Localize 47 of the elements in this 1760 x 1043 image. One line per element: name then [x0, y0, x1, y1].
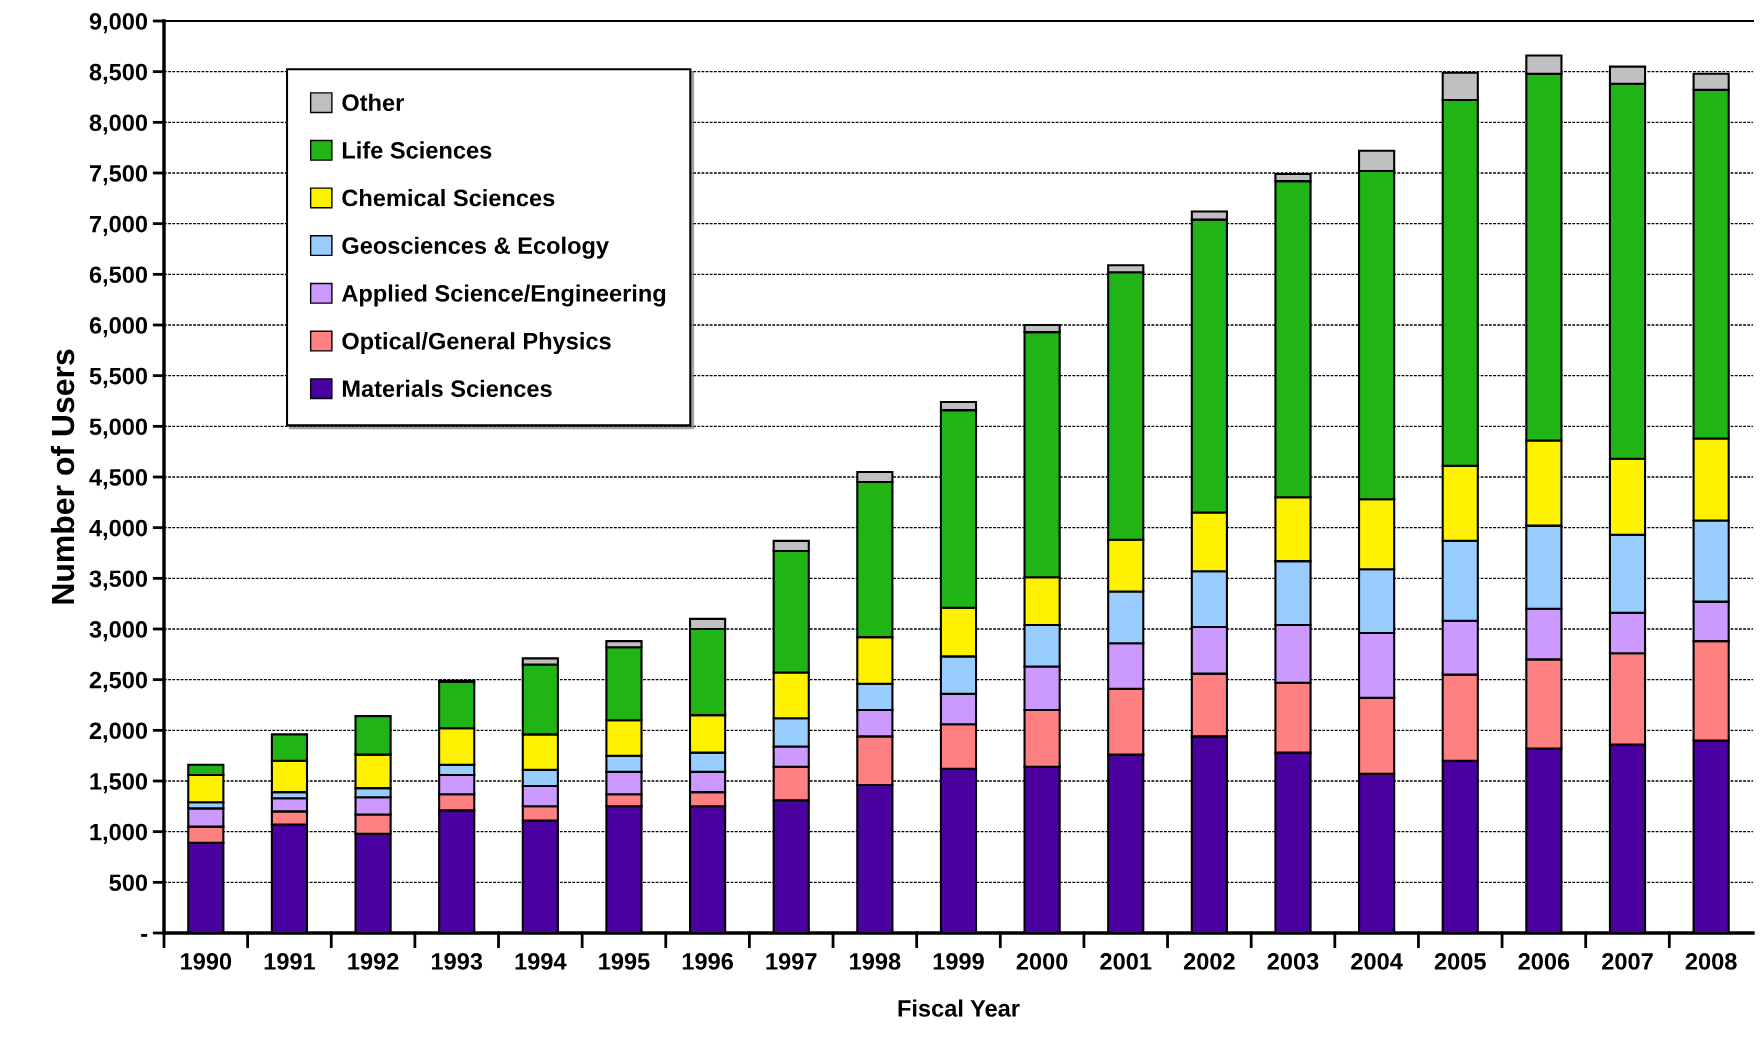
x-tick-label: 1996: [682, 953, 733, 970]
y-tick-label: 3,000: [89, 621, 148, 642]
x-tick-label: 1999: [933, 953, 984, 970]
y-tick-label: 500: [109, 874, 148, 892]
x-tick-label: 1994: [515, 953, 567, 970]
legend-label: Life Sciences: [342, 141, 492, 159]
x-axis-title: Fiscal Year: [898, 999, 1020, 1017]
y-tick-label: 6,500: [89, 266, 148, 287]
x-tick-label: 1997: [766, 953, 817, 970]
y-axis-title: Number of Users: [50, 349, 75, 604]
y-tick-label: 2,000: [89, 722, 148, 743]
y-tick-label: 7,500: [89, 165, 148, 186]
y-tick-label: 6,000: [89, 317, 148, 338]
y-tick-label: 4,500: [89, 469, 148, 490]
legend-label: Optical/General Physics: [342, 332, 611, 355]
x-tick-label: 2003: [1267, 953, 1319, 970]
x-tick-label: 2008: [1685, 953, 1737, 970]
x-tick-label: 2004: [1351, 953, 1403, 970]
y-tick-label: 7,000: [89, 215, 148, 236]
legend-label: Other: [342, 93, 404, 112]
x-tick-label: 2005: [1434, 953, 1486, 970]
legend-label: Materials Sciences: [342, 379, 552, 398]
legend-label: Applied Science/Engineering: [341, 284, 666, 307]
legend-label: Chemical Sciences: [342, 189, 555, 207]
legend-label: Geosciences & Ecology: [342, 236, 609, 259]
x-tick-label: 1998: [850, 953, 901, 970]
y-tick-label: 4,000: [89, 519, 148, 540]
y-tick-label: 8,000: [89, 114, 148, 135]
x-tick-label: 1995: [599, 953, 650, 970]
x-tick-label: 1992: [348, 953, 399, 970]
x-tick-label: 2006: [1518, 953, 1570, 970]
y-tick-label: 1,500: [90, 773, 148, 794]
y-tick-label: 8,500: [89, 63, 148, 84]
y-tick-label: 5,000: [89, 418, 148, 439]
x-tick-label: 1991: [264, 953, 316, 970]
y-tick-label: -: [141, 934, 148, 937]
x-tick-label: 2000: [1016, 953, 1068, 970]
y-tick-label: 3,500: [89, 570, 148, 591]
y-tick-label: 5,500: [89, 367, 148, 388]
y-tick-label: 2,500: [89, 671, 148, 692]
x-tick-label: 1993: [431, 953, 483, 970]
x-tick-label: 2001: [1100, 953, 1152, 970]
y-tick-label: 9,000: [89, 13, 148, 34]
x-tick-label: 2002: [1183, 953, 1235, 970]
x-tick-label: 1990: [181, 953, 232, 970]
x-tick-label: 2007: [1602, 953, 1653, 970]
y-tick-label: 1,000: [90, 823, 148, 844]
